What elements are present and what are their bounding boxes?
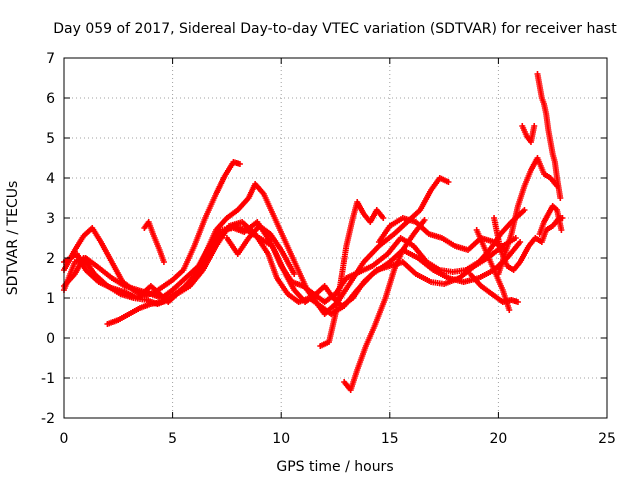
data-point [558, 227, 565, 233]
data-point [421, 217, 428, 223]
y-tick-label: 4 [46, 171, 55, 187]
y-tick-label: 3 [46, 211, 55, 227]
y-tick-label: 1 [46, 291, 55, 307]
chart-grid [64, 58, 607, 418]
data-point [445, 179, 452, 185]
y-axis-label: SDTVAR / TECUs [5, 181, 21, 296]
series-track-g [223, 223, 298, 277]
data-point [557, 195, 564, 201]
series-track-h [317, 199, 387, 349]
x-tick-label: 25 [598, 431, 616, 447]
series-track-c [61, 207, 528, 305]
y-tick-label: 0 [46, 331, 55, 347]
y-tick-label: 7 [46, 51, 55, 67]
series-track-e [61, 159, 243, 299]
series-track-d [104, 175, 452, 327]
series-track-l [473, 227, 513, 313]
x-axis-label: GPS time / hours [276, 459, 393, 475]
series-track-q [536, 203, 565, 237]
y-tick-label: -2 [41, 411, 55, 427]
data-point [512, 235, 519, 241]
data-point [521, 207, 528, 213]
y-tick-label: 6 [46, 91, 55, 107]
chart-data-marks [61, 71, 566, 393]
data-point [380, 215, 387, 221]
data-point [160, 259, 167, 265]
y-tick-label: 2 [46, 251, 55, 267]
series-track-p [519, 123, 538, 145]
data-point [291, 271, 298, 277]
chart-title: Day 059 of 2017, Sidereal Day-to-day VTE… [53, 21, 617, 37]
x-tick-label: 15 [381, 431, 399, 447]
axis-ticks: 0 5 10 15 20 25 -2 -1 0 1 2 3 4 5 6 7 [41, 51, 616, 447]
x-tick-label: 10 [272, 431, 290, 447]
x-tick-label: 5 [168, 431, 177, 447]
y-tick-label: 5 [46, 131, 55, 147]
data-point [236, 161, 243, 167]
data-point [531, 123, 538, 129]
series-track-f [141, 219, 167, 265]
data-point [517, 239, 524, 245]
data-point [506, 307, 513, 313]
x-tick-label: 0 [60, 431, 69, 447]
x-tick-label: 20 [489, 431, 507, 447]
series-track-o [534, 71, 564, 201]
y-tick-label: -1 [41, 371, 55, 387]
series-track-i [341, 217, 428, 393]
data-point [514, 299, 521, 305]
plot-area-frame [63, 57, 608, 419]
